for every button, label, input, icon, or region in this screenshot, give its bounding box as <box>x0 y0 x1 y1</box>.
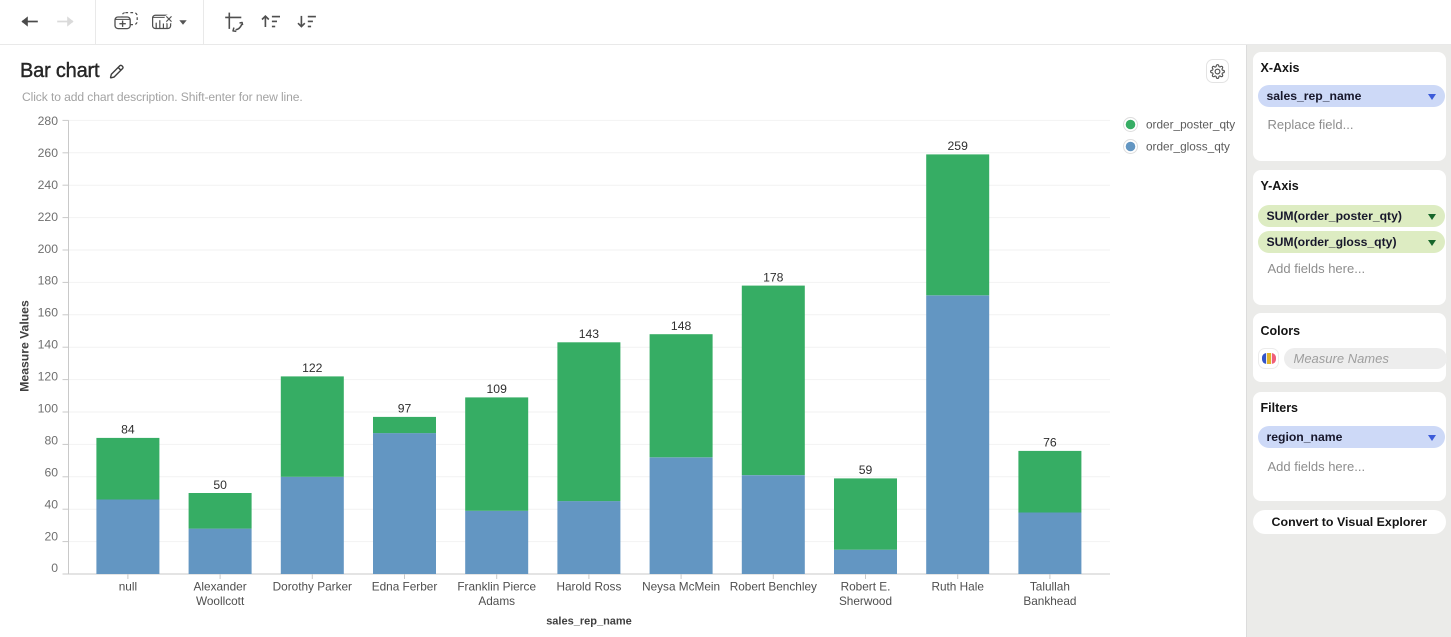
svg-text:178: 178 <box>763 270 784 284</box>
svg-text:148: 148 <box>671 319 692 333</box>
svg-text:200: 200 <box>38 242 59 256</box>
svg-text:null: null <box>119 580 137 594</box>
svg-text:109: 109 <box>487 382 508 396</box>
svg-text:Neysa McMein: Neysa McMein <box>642 580 720 594</box>
svg-text:0: 0 <box>51 561 58 575</box>
svg-text:76: 76 <box>1043 436 1057 450</box>
svg-text:59: 59 <box>859 463 873 477</box>
svg-text:122: 122 <box>302 361 323 375</box>
svg-text:120: 120 <box>38 370 59 384</box>
svg-text:180: 180 <box>38 274 59 288</box>
svg-text:Bankhead: Bankhead <box>1023 594 1076 608</box>
svg-text:Harold Ross: Harold Ross <box>556 580 621 594</box>
svg-text:220: 220 <box>38 210 59 224</box>
svg-text:Robert E.: Robert E. <box>841 580 891 594</box>
svg-text:100: 100 <box>38 402 59 416</box>
svg-text:280: 280 <box>38 114 59 128</box>
svg-text:order_gloss_qty: order_gloss_qty <box>1146 140 1230 154</box>
svg-text:Adams: Adams <box>478 594 515 608</box>
svg-text:Alexander: Alexander <box>194 580 247 594</box>
svg-text:sales_rep_name: sales_rep_name <box>546 615 632 627</box>
svg-text:143: 143 <box>579 327 600 341</box>
svg-text:Sherwood: Sherwood <box>839 594 892 608</box>
svg-text:Ruth Hale: Ruth Hale <box>931 580 984 594</box>
svg-text:order_poster_qty: order_poster_qty <box>1146 118 1235 132</box>
svg-text:Talullah: Talullah <box>1030 580 1070 594</box>
svg-text:160: 160 <box>38 306 59 320</box>
svg-text:Robert Benchley: Robert Benchley <box>730 580 817 594</box>
svg-text:140: 140 <box>38 338 59 352</box>
svg-text:20: 20 <box>44 529 58 543</box>
svg-text:Woollcott: Woollcott <box>196 594 245 608</box>
svg-text:97: 97 <box>398 402 412 416</box>
svg-text:259: 259 <box>948 139 969 153</box>
svg-text:80: 80 <box>44 433 58 447</box>
svg-text:Edna Ferber: Edna Ferber <box>372 580 438 594</box>
svg-text:Measure Values: Measure Values <box>18 300 32 392</box>
svg-text:Franklin Pierce: Franklin Pierce <box>457 580 536 594</box>
svg-text:84: 84 <box>121 423 135 437</box>
svg-text:240: 240 <box>38 178 59 192</box>
svg-text:260: 260 <box>38 146 59 160</box>
svg-text:40: 40 <box>44 497 58 511</box>
svg-text:60: 60 <box>44 465 58 479</box>
svg-text:50: 50 <box>213 478 227 492</box>
svg-text:Dorothy Parker: Dorothy Parker <box>273 580 352 594</box>
